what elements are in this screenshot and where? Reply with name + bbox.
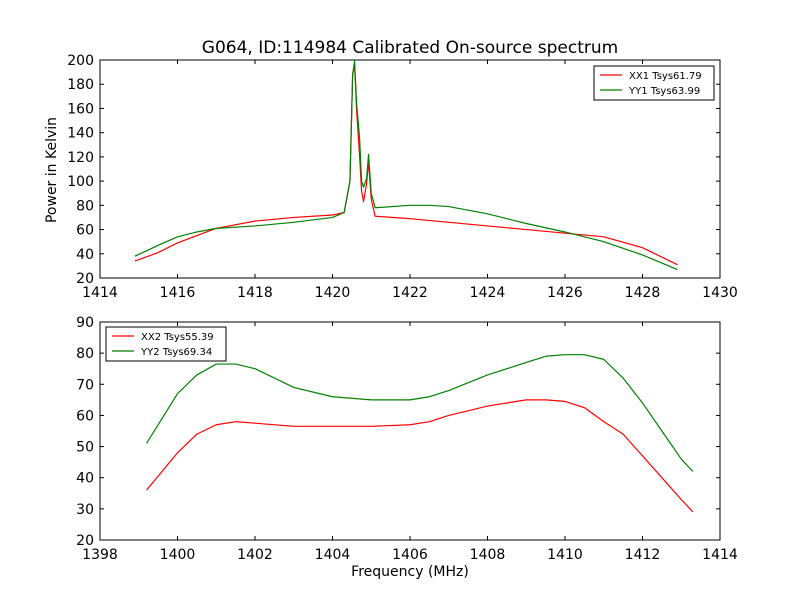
x-tick-label: 1416 (160, 285, 196, 301)
x-axis-label: Frequency (MHz) (351, 564, 469, 580)
y-tick-label: 40 (76, 471, 94, 487)
y-tick-label: 60 (76, 408, 94, 424)
y-tick-label: 120 (67, 150, 94, 166)
series-line-2 (134, 60, 678, 271)
y-tick-label: 100 (67, 174, 94, 190)
x-tick-label: 1422 (392, 285, 428, 301)
legend-label-2: YY2 Tsys69.34 (140, 347, 212, 358)
x-tick-label: 1424 (470, 285, 506, 301)
y-tick-label: 60 (76, 223, 94, 239)
x-tick-label: 1398 (82, 547, 118, 563)
y-tick-label: 70 (76, 377, 94, 393)
x-tick-label: 1410 (547, 547, 583, 563)
legend-label-1: XX1 Tsys61.79 (629, 71, 702, 82)
x-tick-label: 1420 (315, 285, 351, 301)
y-tick-label: 20 (76, 533, 94, 549)
bottom-panel: 1398 1400 1402 1404 1406 1408 1410 1412 1414 20 30… (76, 315, 738, 563)
series-line-1 (134, 64, 678, 266)
y-tick-label: 40 (76, 247, 94, 263)
y-tick-label: 140 (67, 126, 94, 142)
top-panel: 1414 1416 1418 1420 1422 1424 1426 1428 1430 20 40… (67, 53, 738, 301)
y-tick-label: 80 (76, 198, 94, 214)
legend-box (593, 65, 715, 101)
series-line-1 (146, 399, 694, 513)
y-tick-label: 20 (76, 271, 94, 287)
x-tick-label: 1402 (237, 547, 273, 563)
x-tick-label: 1400 (160, 547, 196, 563)
x-tick-label: 1406 (392, 547, 428, 563)
chart-title: G064, ID:114984 Calibrated On-source spe… (202, 38, 618, 58)
y-tick-label: 200 (67, 53, 94, 69)
legend-box (105, 326, 227, 362)
x-tick-label: 1414 (82, 285, 118, 301)
x-tick-label: 1414 (702, 547, 738, 563)
x-tick-label: 1404 (315, 547, 351, 563)
x-tick-label: 1430 (702, 285, 738, 301)
legend-label-1: XX2 Tsys55.39 (141, 332, 214, 343)
x-tick-label: 1428 (625, 285, 661, 301)
y-tick-label: 80 (76, 346, 94, 362)
y-tick-label: 30 (76, 502, 94, 518)
y-tick-label: 160 (67, 101, 94, 117)
y-tick-label: 90 (76, 315, 94, 331)
y-tick-label: 50 (76, 440, 94, 456)
legend-label-2: YY1 Tsys63.99 (628, 86, 700, 97)
y-tick-label: 180 (67, 77, 94, 93)
x-tick-label: 1408 (470, 547, 506, 563)
x-tick-label: 1418 (237, 285, 273, 301)
y-axis-label: Power in Kelvin (44, 117, 60, 223)
series-line-2 (145, 354, 694, 472)
x-tick-label: 1426 (547, 285, 583, 301)
x-tick-label: 1412 (625, 547, 661, 563)
